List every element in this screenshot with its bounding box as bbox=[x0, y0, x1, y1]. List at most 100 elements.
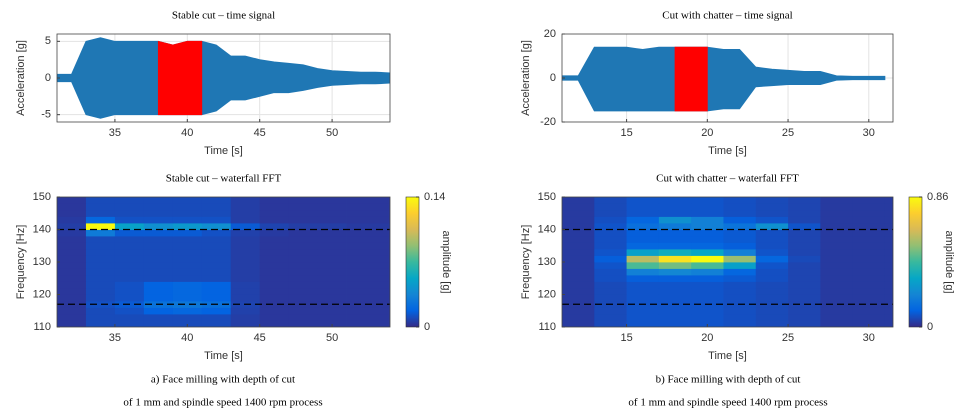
heatmap-cell bbox=[317, 255, 347, 263]
x-tick-label: 50 bbox=[326, 332, 338, 344]
heatmap-cell bbox=[288, 314, 319, 321]
heatmap-cell bbox=[201, 242, 232, 250]
heatmap-cell bbox=[375, 288, 390, 295]
heatmap-cell bbox=[884, 255, 893, 263]
heatmap-cell bbox=[259, 236, 290, 243]
heatmap-cell bbox=[691, 255, 724, 263]
heatmap-cell bbox=[317, 197, 347, 204]
heatmap-cell bbox=[594, 294, 627, 302]
heatmap-cell bbox=[143, 255, 174, 263]
heatmap-cell bbox=[852, 294, 886, 302]
heatmap-cell bbox=[852, 268, 886, 276]
heatmap-cell bbox=[820, 268, 854, 276]
heatmap-cell bbox=[658, 197, 692, 204]
heatmap-cell bbox=[723, 275, 757, 282]
heatmap-cell bbox=[317, 281, 347, 289]
heatmap-cell bbox=[143, 281, 174, 289]
heatmap-cell bbox=[201, 314, 232, 321]
heatmap-cell bbox=[562, 242, 595, 250]
heatmap-cell bbox=[143, 268, 174, 276]
heatmap-cell bbox=[346, 210, 376, 217]
heatmap-cell bbox=[788, 262, 821, 269]
heatmap-cell bbox=[230, 242, 261, 250]
x-tick-label: 40 bbox=[181, 332, 193, 344]
heatmap-cell bbox=[57, 210, 87, 217]
heatmap-cell bbox=[755, 281, 789, 289]
heatmap-cell bbox=[723, 223, 757, 230]
heatmap-cell bbox=[259, 314, 290, 321]
heatmap-cell bbox=[691, 262, 724, 269]
heatmap-cell bbox=[114, 249, 145, 256]
heatmap-cell bbox=[288, 307, 319, 315]
heatmap-cell bbox=[346, 268, 376, 276]
heatmap-cell bbox=[594, 229, 627, 237]
heatmap-cell bbox=[626, 255, 660, 263]
heatmap-cell bbox=[114, 281, 145, 289]
heatmap-cell bbox=[820, 255, 854, 263]
heatmap-cell bbox=[562, 197, 595, 204]
colorbar-tick-label: 0 bbox=[927, 321, 933, 333]
heatmap-cell bbox=[755, 294, 789, 302]
heatmap-cell bbox=[201, 255, 232, 263]
heatmap-cell bbox=[143, 210, 174, 217]
heatmap-cell bbox=[201, 210, 232, 217]
heatmap-cell bbox=[723, 236, 757, 243]
heatmap-cell bbox=[114, 288, 145, 295]
heatmap-cell bbox=[755, 203, 789, 211]
heatmap-cell bbox=[143, 320, 174, 327]
x-tick-label: 40 bbox=[181, 127, 193, 139]
colorbar-tick-label: 0.14 bbox=[424, 191, 445, 203]
heatmap-cell bbox=[884, 210, 893, 217]
heatmap-cell bbox=[788, 314, 821, 321]
heatmap-cell bbox=[114, 216, 145, 224]
heatmap-cell bbox=[626, 223, 660, 230]
heatmap-cell bbox=[85, 275, 116, 282]
heatmap-cell bbox=[691, 294, 724, 302]
heatmap-cell bbox=[658, 249, 692, 256]
x-tick-label: 30 bbox=[863, 127, 875, 139]
heatmap-cell bbox=[85, 294, 116, 302]
heatmap-cell bbox=[57, 216, 87, 224]
heatmap-cell bbox=[172, 301, 203, 308]
heatmap-cell bbox=[852, 236, 886, 243]
heatmap-cell bbox=[259, 249, 290, 256]
heatmap-cell bbox=[346, 255, 376, 263]
heatmap-cell bbox=[723, 255, 757, 263]
heatmap-cell bbox=[114, 314, 145, 321]
heatmap-cell bbox=[57, 242, 87, 250]
heatmap-cell bbox=[788, 216, 821, 224]
heatmap-cell bbox=[230, 262, 261, 269]
heatmap-cell bbox=[201, 197, 232, 204]
heatmap-cell bbox=[788, 268, 821, 276]
caption: of 1 mm and spindle speed 1400 rpm proce… bbox=[123, 397, 322, 409]
x-tick-label: 20 bbox=[701, 332, 713, 344]
heatmap-cell bbox=[691, 229, 724, 237]
heatmap-cell bbox=[594, 288, 627, 295]
heatmap-cell bbox=[755, 236, 789, 243]
heatmap-cell bbox=[230, 210, 261, 217]
heatmap-cell bbox=[626, 288, 660, 295]
heatmap-cell bbox=[723, 210, 757, 217]
heatmap-cell bbox=[346, 242, 376, 250]
heatmap-cell bbox=[317, 320, 347, 327]
heatmap-cell bbox=[172, 210, 203, 217]
heatmap-cell bbox=[562, 262, 595, 269]
heatmap-cell bbox=[723, 249, 757, 256]
heatmap-cell bbox=[788, 275, 821, 282]
heatmap-cell bbox=[691, 210, 724, 217]
heatmap-cell bbox=[143, 223, 174, 230]
heatmap-cell bbox=[820, 281, 854, 289]
heatmap-cell bbox=[259, 288, 290, 295]
heatmap-cell bbox=[114, 229, 145, 237]
heatmap-cell bbox=[259, 262, 290, 269]
x-tick-label: 45 bbox=[254, 332, 266, 344]
heatmap-cell bbox=[259, 320, 290, 327]
heatmap-cell bbox=[723, 268, 757, 276]
heatmap-cell bbox=[201, 307, 232, 315]
heatmap-cell bbox=[346, 197, 376, 204]
heatmap-cell bbox=[562, 229, 595, 237]
heatmap-cell bbox=[201, 216, 232, 224]
heatmap-cell bbox=[375, 223, 390, 230]
heatmap-cell bbox=[346, 288, 376, 295]
heatmap-cell bbox=[884, 249, 893, 256]
